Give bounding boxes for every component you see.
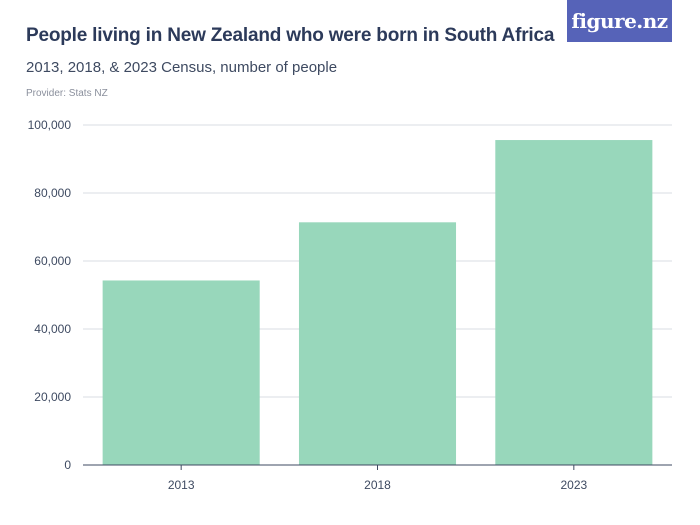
bar <box>298 222 457 465</box>
chart-title: People living in New Zealand who were bo… <box>26 25 555 46</box>
y-tick-label: 100,000 <box>28 118 72 132</box>
y-tick-label: 80,000 <box>34 186 71 200</box>
bar <box>495 140 653 465</box>
x-tick-label: 2023 <box>560 478 587 492</box>
x-tick-label: 2018 <box>364 478 391 492</box>
y-tick-label: 40,000 <box>34 322 71 336</box>
y-tick-label: 0 <box>64 458 71 472</box>
x-tick-label: 2013 <box>168 478 195 492</box>
data-provider: Provider: Stats NZ <box>26 88 108 99</box>
bar <box>102 280 260 465</box>
y-tick-label: 20,000 <box>34 390 71 404</box>
figure-nz-logo[interactable]: figure.nz <box>567 0 672 42</box>
chart-subtitle: 2013, 2018, & 2023 Census, number of peo… <box>26 59 338 76</box>
y-tick-label: 60,000 <box>34 254 71 268</box>
